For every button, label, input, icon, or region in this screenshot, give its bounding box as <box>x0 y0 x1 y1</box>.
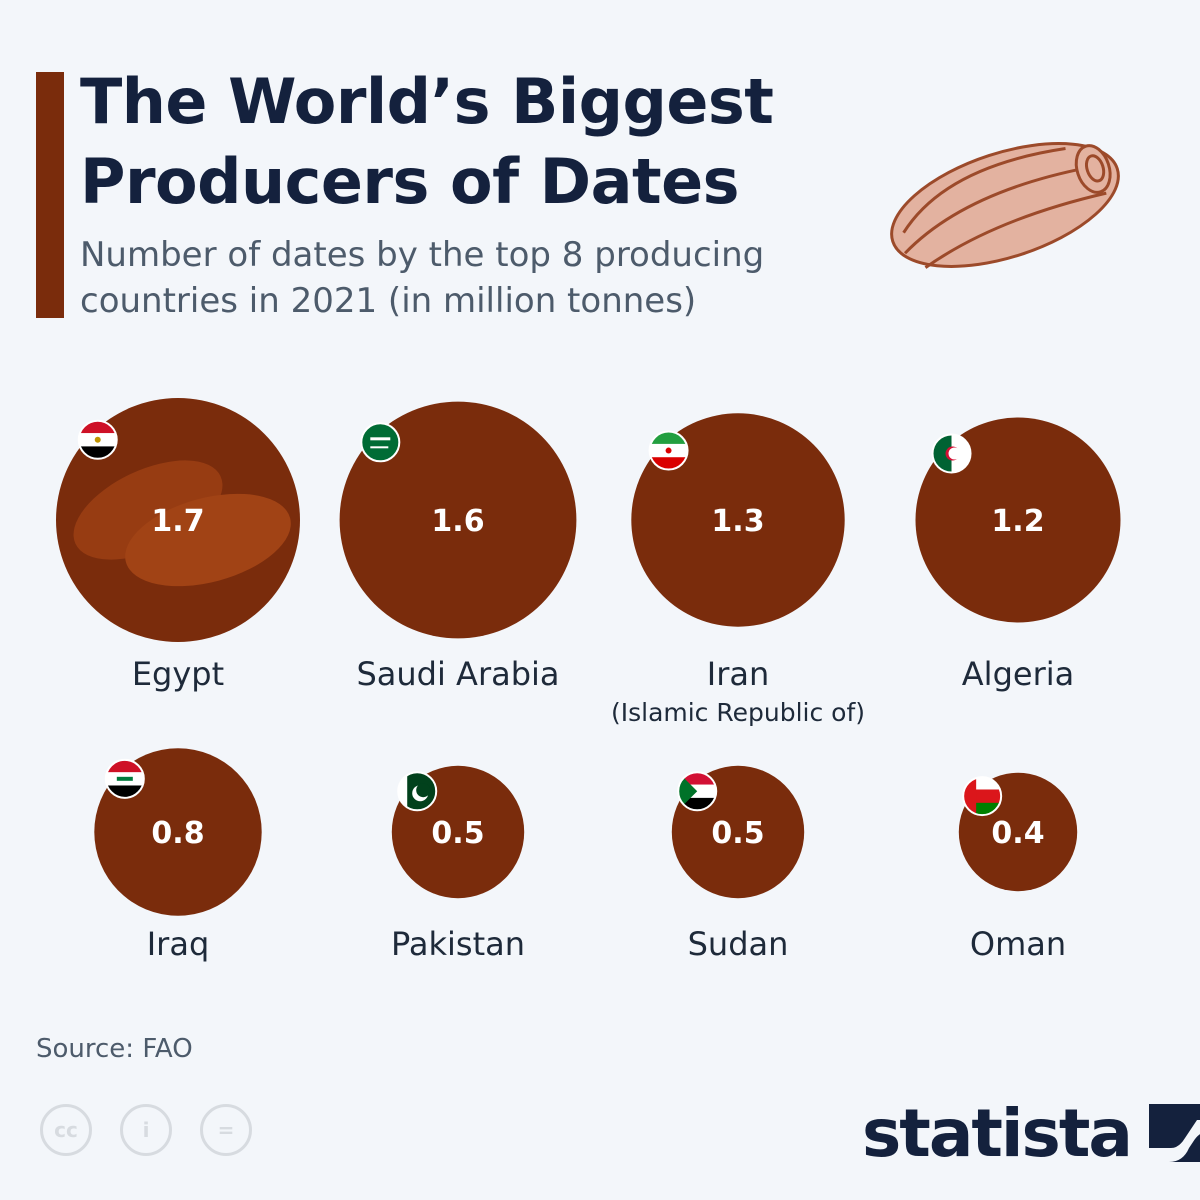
value-label: 0.8 <box>151 816 204 851</box>
bubble-iran <box>631 413 845 627</box>
value-label: 0.5 <box>711 816 764 851</box>
title-accent-bar <box>36 72 64 318</box>
value-label: 1.3 <box>711 504 764 539</box>
page-subtitle: Number of dates by the top 8 producing c… <box>80 235 765 321</box>
oman-flag-icon <box>962 776 1003 817</box>
license-icons: cc i = <box>40 1104 252 1156</box>
no-derivatives-icon[interactable]: = <box>200 1104 252 1156</box>
algeria-flag-icon <box>931 433 972 474</box>
value-label: 0.5 <box>431 816 484 851</box>
country-label: Sudan <box>688 925 789 963</box>
bubble-chart: 1.7 Egypt 1.6 Saudi Arabia 1.3 Iran (Islamic R… <box>56 398 1121 963</box>
date-fruit-icon <box>890 142 1120 269</box>
value-label: 0.4 <box>991 816 1044 851</box>
egypt-flag-icon <box>77 419 118 460</box>
cc-icon[interactable]: cc <box>40 1104 92 1156</box>
statista-logo[interactable]: statista <box>862 1095 1200 1172</box>
statista-mark-icon <box>1148 1104 1200 1162</box>
bubble-algeria <box>915 417 1121 623</box>
value-label: 1.6 <box>431 504 484 539</box>
country-label: Pakistan <box>391 925 525 963</box>
iraq-flag-icon <box>104 758 145 799</box>
country-label: Iraq <box>147 925 210 963</box>
attribution-icon[interactable]: i <box>120 1104 172 1156</box>
saudi-arabia-flag-icon <box>360 422 401 463</box>
brand-name: statista <box>862 1094 1133 1172</box>
source-note: Source: FAO <box>36 1034 193 1064</box>
country-label: Algeria <box>962 655 1074 693</box>
country-sublabel: (Islamic Republic of) <box>611 698 865 727</box>
bubble-saudi-arabia <box>339 401 577 639</box>
country-label: Egypt <box>132 655 224 693</box>
country-label: Iran <box>707 655 769 693</box>
value-label: 1.2 <box>991 504 1044 539</box>
iran-flag-icon <box>648 430 689 471</box>
bubble-date-decoration <box>73 460 291 587</box>
page-title: The World’s Biggest Producers of Dates <box>80 65 774 218</box>
pakistan-flag-icon <box>397 771 438 812</box>
value-label: 1.7 <box>151 504 204 539</box>
country-label: Saudi Arabia <box>356 655 559 693</box>
sudan-flag-icon <box>677 771 718 812</box>
country-label: Oman <box>970 925 1066 963</box>
